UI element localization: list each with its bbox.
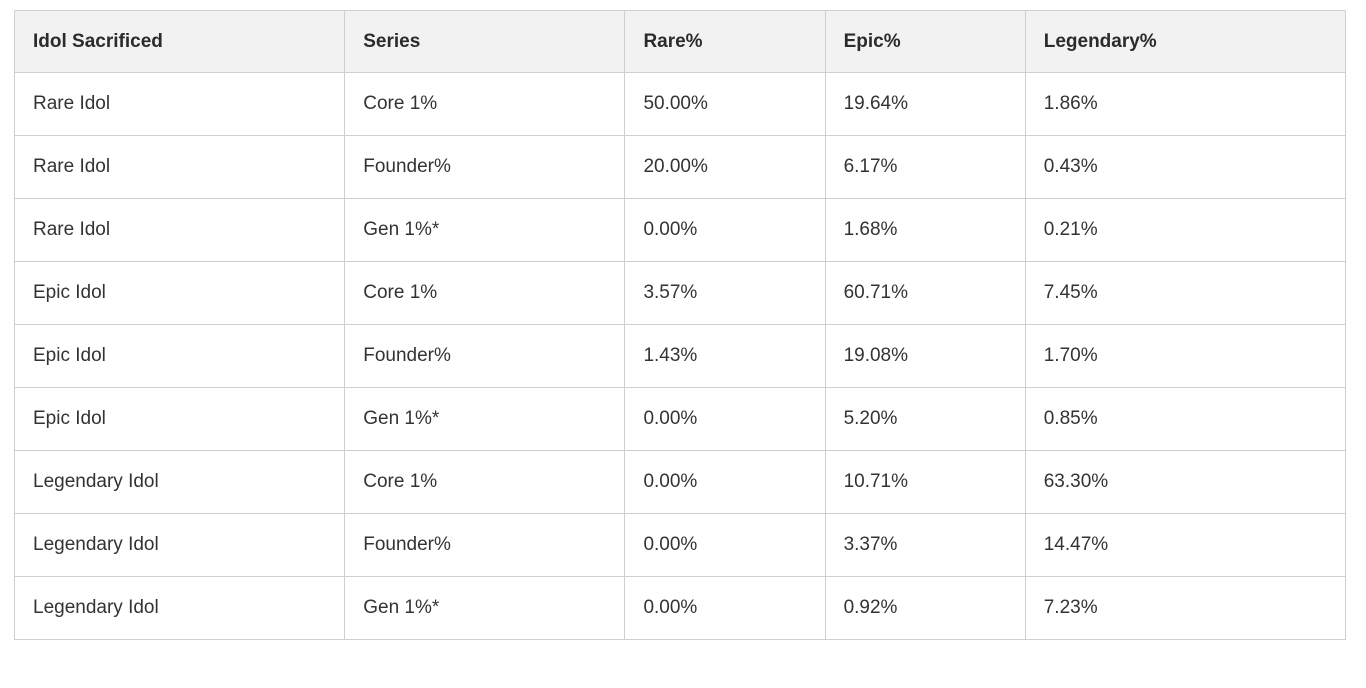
table-cell: 1.43% (625, 325, 825, 388)
table-cell: 0.00% (625, 451, 825, 514)
table-cell: Legendary Idol (15, 514, 345, 577)
table-cell: Rare Idol (15, 199, 345, 262)
table-cell: 1.70% (1025, 325, 1345, 388)
table-cell: 0.43% (1025, 136, 1345, 199)
table-cell: 60.71% (825, 262, 1025, 325)
table-cell: 5.20% (825, 388, 1025, 451)
table-cell: Founder% (345, 514, 625, 577)
table-row: Epic IdolGen 1%*0.00%5.20%0.85% (15, 388, 1346, 451)
table-cell: 0.00% (625, 199, 825, 262)
table-row: Epic IdolFounder%1.43%19.08%1.70% (15, 325, 1346, 388)
table-cell: 0.21% (1025, 199, 1345, 262)
table-cell: Founder% (345, 136, 625, 199)
table-cell: 0.92% (825, 577, 1025, 640)
table-cell: Rare Idol (15, 136, 345, 199)
table-cell: 20.00% (625, 136, 825, 199)
column-header: Idol Sacrificed (15, 11, 345, 73)
table-cell: Epic Idol (15, 325, 345, 388)
table-cell: Epic Idol (15, 388, 345, 451)
idol-drop-rate-table: Idol SacrificedSeriesRare%Epic%Legendary… (14, 10, 1346, 640)
column-header: Rare% (625, 11, 825, 73)
table-row: Legendary IdolCore 1%0.00%10.71%63.30% (15, 451, 1346, 514)
table-header-row: Idol SacrificedSeriesRare%Epic%Legendary… (15, 11, 1346, 73)
table-cell: 50.00% (625, 73, 825, 136)
table-cell: Legendary Idol (15, 577, 345, 640)
table-cell: Legendary Idol (15, 451, 345, 514)
table-row: Legendary IdolFounder%0.00%3.37%14.47% (15, 514, 1346, 577)
table-cell: 0.85% (1025, 388, 1345, 451)
table-cell: 7.23% (1025, 577, 1345, 640)
table-cell: 19.64% (825, 73, 1025, 136)
column-header: Series (345, 11, 625, 73)
table-row: Rare IdolGen 1%*0.00%1.68%0.21% (15, 199, 1346, 262)
table-cell: Epic Idol (15, 262, 345, 325)
table-cell: 14.47% (1025, 514, 1345, 577)
table-cell: Core 1% (345, 451, 625, 514)
table-cell: 63.30% (1025, 451, 1345, 514)
column-header: Epic% (825, 11, 1025, 73)
column-header: Legendary% (1025, 11, 1345, 73)
table-row: Rare IdolCore 1%50.00%19.64%1.86% (15, 73, 1346, 136)
table-cell: 10.71% (825, 451, 1025, 514)
table-cell: Gen 1%* (345, 199, 625, 262)
table-cell: Gen 1%* (345, 577, 625, 640)
table-cell: Founder% (345, 325, 625, 388)
table-row: Rare IdolFounder%20.00%6.17%0.43% (15, 136, 1346, 199)
table-cell: 0.00% (625, 577, 825, 640)
table-cell: 3.37% (825, 514, 1025, 577)
table-cell: 0.00% (625, 388, 825, 451)
table-cell: Core 1% (345, 73, 625, 136)
table-cell: 19.08% (825, 325, 1025, 388)
table-cell: Core 1% (345, 262, 625, 325)
table-cell: 1.86% (1025, 73, 1345, 136)
table-cell: 3.57% (625, 262, 825, 325)
table-cell: 0.00% (625, 514, 825, 577)
table-cell: 1.68% (825, 199, 1025, 262)
table-row: Epic IdolCore 1%3.57%60.71%7.45% (15, 262, 1346, 325)
table-cell: 6.17% (825, 136, 1025, 199)
table-cell: 7.45% (1025, 262, 1345, 325)
table-cell: Gen 1%* (345, 388, 625, 451)
table-row: Legendary IdolGen 1%*0.00%0.92%7.23% (15, 577, 1346, 640)
table-cell: Rare Idol (15, 73, 345, 136)
